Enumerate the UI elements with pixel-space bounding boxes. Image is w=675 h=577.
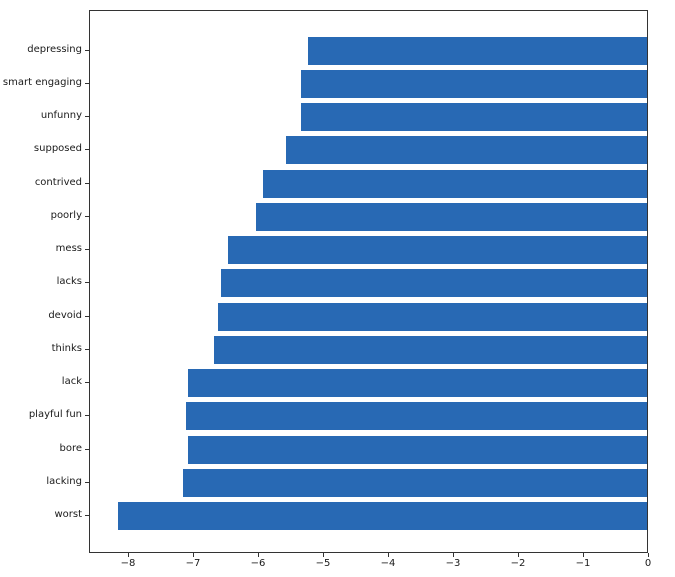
y-tick-mark — [85, 149, 89, 151]
y-tick-mark — [85, 182, 89, 184]
bar — [218, 302, 647, 331]
y-tick-label: contrived — [34, 176, 82, 188]
x-tick-mark — [647, 553, 649, 557]
x-tick-label: −3 — [445, 558, 461, 569]
y-tick-label: lacks — [56, 276, 82, 288]
x-tick-label: −4 — [380, 558, 396, 569]
x-tick-mark — [257, 553, 259, 557]
y-tick-label: lack — [61, 376, 82, 387]
x-tick-mark — [387, 553, 389, 557]
y-tick-label: playful fun — [28, 409, 82, 421]
y-tick-mark — [85, 116, 89, 117]
x-tick-label: −6 — [250, 558, 266, 569]
plot-area — [89, 10, 648, 553]
bar — [186, 402, 647, 431]
y-tick-label: poorly — [50, 209, 82, 221]
x-tick-label: −1 — [575, 558, 591, 569]
bar — [286, 136, 647, 165]
bar — [262, 169, 647, 198]
y-tick-mark — [85, 448, 89, 450]
y-tick-label: devoid — [48, 309, 82, 321]
x-tick-mark — [322, 553, 324, 557]
x-tick-mark — [127, 553, 129, 557]
bar — [301, 103, 647, 131]
bar — [228, 236, 647, 264]
bar — [187, 369, 647, 397]
y-tick-mark — [85, 249, 89, 250]
y-tick-mark — [85, 382, 89, 383]
y-tick-mark — [85, 348, 89, 350]
y-tick-mark — [85, 515, 89, 516]
y-tick-mark — [85, 215, 89, 217]
x-tick-label: −5 — [315, 558, 331, 569]
bar — [301, 69, 647, 98]
x-tick-mark — [517, 553, 519, 557]
y-tick-label: unfunny — [40, 110, 82, 121]
y-tick-label: depressing — [27, 43, 82, 55]
bar — [221, 269, 647, 298]
y-tick-mark — [85, 82, 89, 84]
x-tick-label: 0 — [644, 558, 652, 569]
x-tick-mark — [582, 553, 584, 557]
bar — [117, 502, 647, 530]
bar — [214, 335, 647, 364]
y-tick-label: smart engaging — [2, 76, 82, 88]
x-tick-label: −7 — [185, 558, 201, 569]
x-tick-mark — [452, 553, 454, 557]
bar — [182, 468, 647, 497]
x-tick-label: −8 — [120, 558, 136, 569]
y-tick-mark — [85, 481, 89, 483]
y-tick-label: supposed — [33, 143, 82, 155]
bar — [255, 202, 647, 231]
y-tick-label: thinks — [51, 342, 82, 354]
y-tick-label: lacking — [46, 475, 82, 487]
y-tick-label: bore — [59, 442, 82, 454]
y-tick-label: mess — [55, 243, 82, 254]
y-tick-mark — [85, 415, 89, 417]
bar — [308, 36, 647, 65]
x-tick-mark — [192, 553, 194, 557]
y-tick-mark — [85, 282, 89, 284]
y-tick-mark — [85, 49, 89, 51]
bar — [188, 435, 647, 464]
y-tick-label: worst — [54, 509, 82, 520]
y-tick-mark — [85, 315, 89, 317]
x-tick-label: −2 — [510, 558, 526, 569]
